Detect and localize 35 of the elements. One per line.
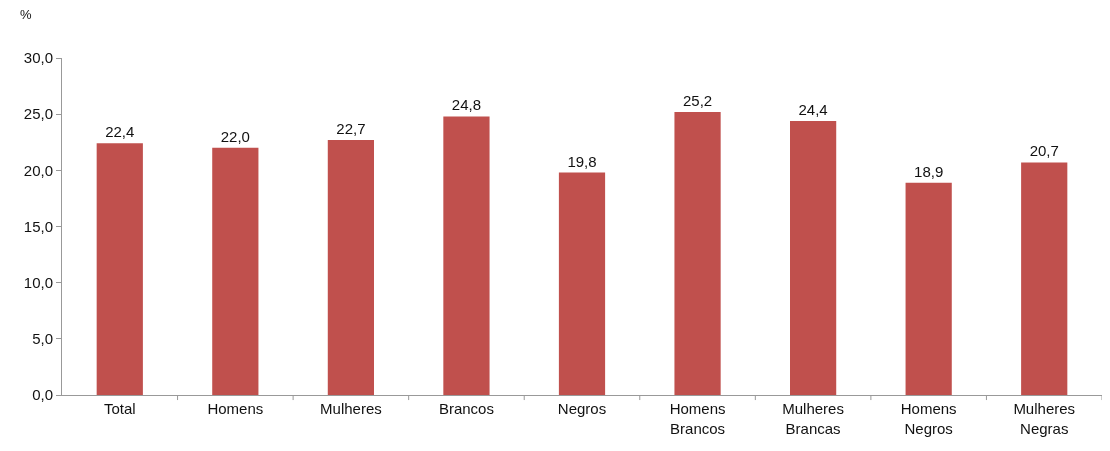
bar	[674, 111, 721, 395]
y-tick-label: 15,0	[23, 217, 53, 235]
data-label: 22,4	[105, 123, 135, 141]
bar	[327, 140, 374, 395]
x-tick-label: Mulheres Brancas	[782, 400, 844, 437]
bar	[558, 172, 606, 395]
y-tick-label: 25,0	[23, 105, 53, 123]
bar	[790, 120, 837, 395]
y-axis-title: %	[20, 7, 32, 22]
data-label: 20,7	[1029, 142, 1059, 160]
bar	[905, 182, 952, 395]
x-tick-label: Mulheres	[320, 400, 382, 417]
data-label: 22,0	[220, 127, 250, 145]
data-label: 24,4	[798, 100, 828, 118]
bar	[96, 143, 143, 395]
y-tick-label: 30,0	[23, 49, 53, 67]
bar	[443, 116, 490, 395]
y-tick-label: 5,0	[32, 330, 53, 348]
x-tick-label: Homens Brancos	[669, 400, 726, 437]
x-tick-label: Homens	[207, 400, 264, 417]
data-label: 24,8	[451, 96, 482, 114]
x-tick-label: Total	[103, 400, 136, 417]
bar	[212, 147, 259, 395]
bar	[1021, 162, 1068, 395]
x-tick-label: Brancos	[438, 400, 494, 417]
x-tick-label: Negros	[557, 400, 607, 417]
data-label: 22,7	[336, 120, 366, 137]
y-tick-label: 20,0	[23, 161, 53, 179]
data-label: 18,9	[914, 162, 944, 180]
x-tick-label: Mulheres Negras	[1013, 400, 1076, 437]
x-tick-label: Homens Negros	[900, 400, 957, 437]
y-tick-label: 0,0	[32, 386, 53, 404]
y-tick-label: 10,0	[23, 273, 53, 291]
data-label: 19,8	[567, 152, 597, 170]
data-label: 25,2	[682, 91, 713, 109]
